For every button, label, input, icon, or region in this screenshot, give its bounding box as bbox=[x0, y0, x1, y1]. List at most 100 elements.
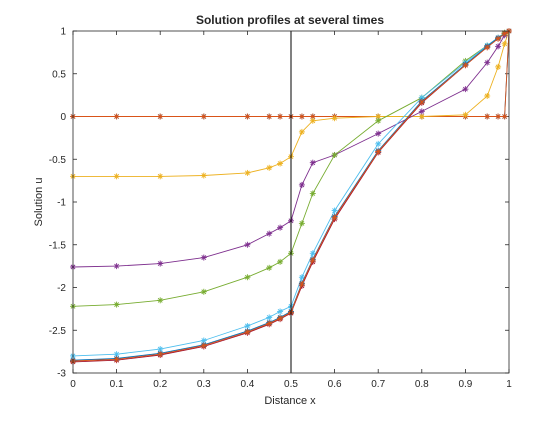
data-point bbox=[418, 98, 425, 105]
y-tick-label: 0.5 bbox=[52, 69, 66, 80]
data-point bbox=[113, 113, 120, 120]
data-point bbox=[200, 113, 207, 120]
data-point bbox=[244, 274, 251, 281]
data-point bbox=[266, 314, 273, 321]
y-tick-label: -3 bbox=[57, 369, 66, 380]
data-point bbox=[501, 40, 508, 47]
data-point bbox=[113, 173, 120, 180]
data-point bbox=[266, 320, 273, 327]
data-point bbox=[244, 169, 251, 176]
data-point bbox=[495, 113, 502, 120]
axes-box bbox=[72, 30, 510, 374]
data-point bbox=[157, 351, 164, 358]
x-tick-label: 0.3 bbox=[197, 379, 211, 390]
data-point bbox=[309, 159, 316, 166]
data-point bbox=[501, 113, 508, 120]
data-point bbox=[331, 115, 338, 122]
data-point bbox=[495, 43, 502, 50]
data-point bbox=[484, 59, 491, 66]
x-tick-label: 0 bbox=[70, 379, 76, 390]
data-point bbox=[200, 254, 207, 261]
data-point bbox=[157, 260, 164, 267]
x-tick-label: 0.7 bbox=[371, 379, 385, 390]
data-point bbox=[277, 258, 284, 265]
y-tick-label: -2.5 bbox=[49, 326, 67, 337]
y-axis-label: Solution u bbox=[33, 178, 45, 227]
data-point bbox=[462, 111, 469, 118]
data-point bbox=[157, 297, 164, 304]
data-point bbox=[501, 30, 508, 37]
data-point bbox=[495, 35, 502, 42]
y-tick-label: -1 bbox=[57, 198, 66, 209]
data-point bbox=[277, 113, 284, 120]
data-point bbox=[277, 308, 284, 315]
data-point bbox=[298, 281, 305, 288]
x-tick-label: 0.8 bbox=[415, 379, 429, 390]
data-point bbox=[200, 342, 207, 349]
series-layer bbox=[70, 28, 512, 365]
data-point bbox=[298, 128, 305, 135]
y-tick-label: -1.5 bbox=[49, 240, 67, 251]
data-point bbox=[244, 328, 251, 335]
data-point bbox=[375, 117, 382, 124]
series-line bbox=[73, 30, 510, 177]
y-tick-label: 1 bbox=[60, 27, 66, 38]
data-point bbox=[113, 351, 120, 358]
data-point bbox=[418, 108, 425, 115]
data-point bbox=[113, 301, 120, 308]
y-axis-ticks: 1 0.5 0 -0.5 -1 -1.5 -2 -2.5 -3 bbox=[49, 27, 509, 380]
data-point bbox=[200, 172, 207, 179]
data-point bbox=[309, 190, 316, 197]
data-point bbox=[309, 117, 316, 124]
data-point bbox=[244, 241, 251, 248]
data-point bbox=[277, 160, 284, 167]
x-axis-label: Distance x bbox=[264, 395, 316, 407]
y-tick-label: -2 bbox=[57, 283, 66, 294]
chart-title: Solution profiles at several times bbox=[196, 13, 384, 27]
data-point bbox=[244, 322, 251, 329]
data-point bbox=[277, 224, 284, 231]
data-point bbox=[375, 113, 382, 120]
y-tick-label: 0 bbox=[60, 112, 66, 123]
data-point bbox=[375, 130, 382, 137]
data-point bbox=[418, 113, 425, 120]
data-point bbox=[462, 86, 469, 93]
data-point bbox=[157, 346, 164, 353]
data-point bbox=[462, 62, 469, 69]
data-point bbox=[266, 164, 273, 171]
data-point bbox=[484, 92, 491, 99]
data-point bbox=[298, 220, 305, 227]
data-point bbox=[484, 44, 491, 51]
data-point bbox=[331, 214, 338, 221]
x-tick-label: 0.9 bbox=[458, 379, 472, 390]
data-point bbox=[484, 113, 491, 120]
y-tick-label: -0.5 bbox=[49, 155, 67, 166]
data-point bbox=[277, 315, 284, 322]
data-point bbox=[331, 207, 338, 214]
data-point bbox=[375, 140, 382, 147]
data-point bbox=[157, 113, 164, 120]
series-3 bbox=[70, 28, 512, 180]
data-point bbox=[157, 173, 164, 180]
x-tick-label: 1 bbox=[506, 379, 512, 390]
data-point bbox=[298, 113, 305, 120]
data-point bbox=[298, 274, 305, 281]
x-tick-label: 0.6 bbox=[328, 379, 342, 390]
data-point bbox=[495, 63, 502, 70]
series-line bbox=[72, 30, 510, 268]
x-axis-ticks: 0 0.1 0.2 0.3 0.4 0.5 0.6 0.7 0.8 0.9 1 bbox=[70, 31, 512, 390]
data-point bbox=[298, 181, 305, 188]
x-tick-label: 0.4 bbox=[240, 379, 254, 390]
data-point bbox=[266, 230, 273, 237]
x-tick-label: 0.1 bbox=[110, 379, 124, 390]
data-point bbox=[309, 250, 316, 257]
data-point bbox=[200, 288, 207, 295]
x-tick-label: 0.5 bbox=[284, 379, 298, 390]
data-point bbox=[309, 257, 316, 264]
data-point bbox=[113, 263, 120, 270]
data-point bbox=[113, 356, 120, 363]
x-tick-label: 0.2 bbox=[153, 379, 167, 390]
data-point bbox=[266, 113, 273, 120]
